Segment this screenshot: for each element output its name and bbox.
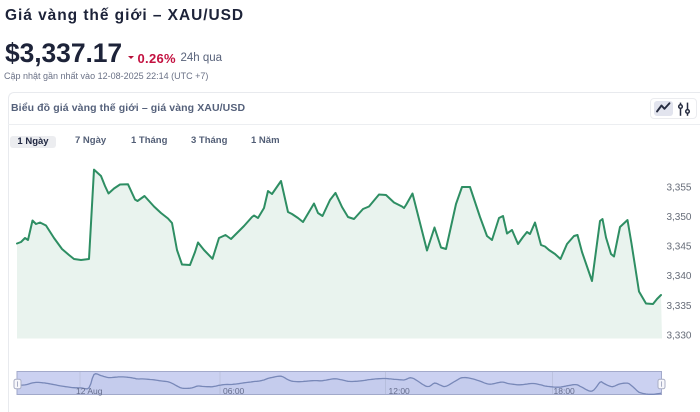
- svg-text:12 Aug: 12 Aug: [76, 386, 103, 396]
- svg-text:3,345: 3,345: [666, 242, 691, 253]
- svg-text:12:00: 12:00: [389, 386, 411, 396]
- svg-text:06:00: 06:00: [223, 386, 245, 396]
- svg-text:3,335: 3,335: [666, 301, 691, 312]
- svg-text:3,350: 3,350: [666, 212, 691, 223]
- svg-text:18:00: 18:00: [554, 386, 576, 396]
- svg-text:3,355: 3,355: [666, 182, 691, 193]
- svg-text:3,340: 3,340: [666, 271, 691, 282]
- svg-text:3,330: 3,330: [666, 330, 691, 341]
